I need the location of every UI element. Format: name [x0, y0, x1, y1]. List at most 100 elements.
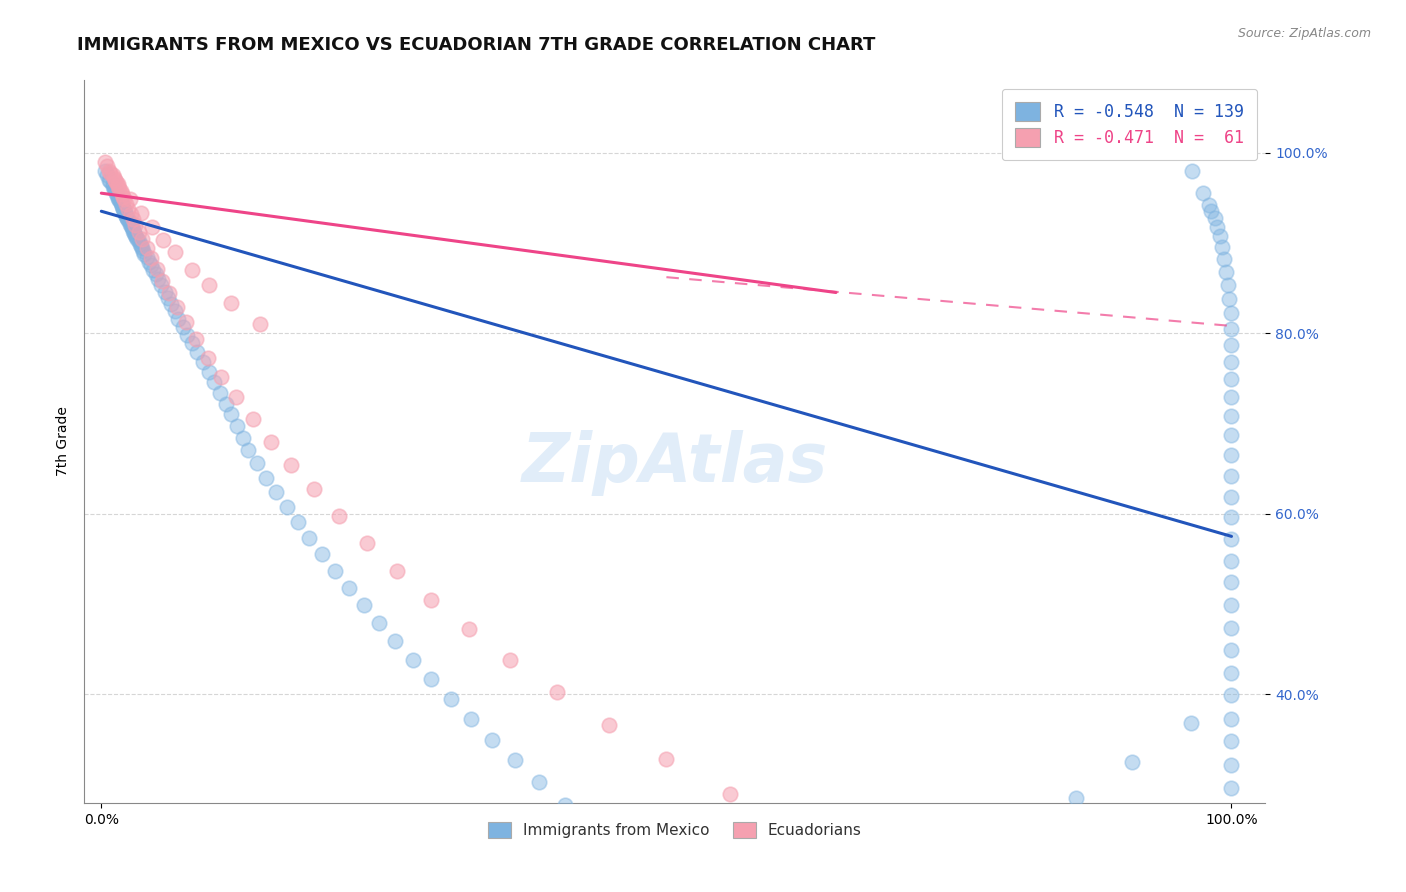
- Point: [1220, 575, 1243, 590]
- Point: [260, 434, 283, 449]
- Point: [1220, 712, 1243, 726]
- Point: [1218, 292, 1240, 306]
- Point: [1220, 490, 1243, 504]
- Point: [1180, 716, 1202, 731]
- Point: [959, 850, 981, 864]
- Point: [581, 820, 603, 834]
- Point: [104, 172, 127, 186]
- Point: [104, 184, 127, 198]
- Point: [1220, 781, 1243, 796]
- Text: Source: ZipAtlas.com: Source: ZipAtlas.com: [1237, 27, 1371, 40]
- Point: [1209, 228, 1232, 243]
- Point: [141, 219, 163, 234]
- Point: [128, 225, 150, 239]
- Point: [787, 821, 810, 835]
- Point: [527, 775, 550, 789]
- Point: [598, 718, 620, 732]
- Point: [107, 178, 129, 193]
- Point: [718, 787, 741, 801]
- Point: [120, 207, 142, 221]
- Point: [280, 458, 302, 472]
- Point: [249, 317, 271, 331]
- Point: [298, 531, 321, 545]
- Point: [226, 419, 249, 434]
- Point: [197, 365, 219, 379]
- Point: [156, 291, 179, 305]
- Point: [101, 177, 124, 191]
- Point: [111, 201, 134, 215]
- Point: [132, 244, 155, 258]
- Point: [105, 188, 128, 202]
- Point: [276, 500, 298, 514]
- Point: [93, 163, 115, 178]
- Point: [110, 185, 132, 199]
- Point: [481, 732, 503, 747]
- Point: [1220, 321, 1243, 335]
- Point: [186, 345, 208, 359]
- Point: [118, 217, 141, 231]
- Point: [117, 213, 139, 227]
- Point: [124, 227, 146, 242]
- Point: [124, 218, 146, 232]
- Point: [135, 250, 157, 264]
- Point: [214, 396, 236, 410]
- Point: [150, 274, 173, 288]
- Point: [122, 222, 145, 236]
- Point: [266, 485, 288, 500]
- Point: [145, 268, 167, 282]
- Point: [202, 375, 225, 389]
- Point: [311, 548, 333, 562]
- Point: [254, 471, 277, 485]
- Point: [641, 859, 664, 873]
- Point: [114, 206, 136, 220]
- Point: [1220, 643, 1243, 657]
- Point: [96, 159, 118, 173]
- Point: [111, 199, 134, 213]
- Point: [122, 224, 145, 238]
- Point: [191, 355, 214, 369]
- Point: [673, 875, 696, 889]
- Text: ZipAtlas: ZipAtlas: [522, 430, 828, 496]
- Point: [122, 212, 145, 227]
- Point: [112, 193, 135, 207]
- Point: [546, 684, 568, 698]
- Point: [1220, 338, 1243, 352]
- Point: [1220, 355, 1243, 369]
- Point: [1121, 755, 1143, 769]
- Point: [117, 211, 139, 225]
- Point: [1211, 240, 1233, 254]
- Point: [110, 196, 132, 211]
- Point: [1199, 204, 1222, 219]
- Point: [115, 197, 138, 211]
- Point: [112, 204, 135, 219]
- Point: [1220, 409, 1243, 424]
- Point: [1181, 163, 1204, 178]
- Point: [146, 272, 169, 286]
- Point: [108, 194, 131, 208]
- Point: [387, 564, 409, 578]
- Point: [176, 328, 198, 343]
- Point: [1220, 448, 1243, 462]
- Point: [1220, 372, 1243, 386]
- Point: [457, 623, 479, 637]
- Point: [103, 182, 125, 196]
- Point: [302, 483, 325, 497]
- Point: [121, 220, 143, 235]
- Point: [131, 232, 153, 246]
- Point: [111, 198, 134, 212]
- Point: [328, 508, 350, 523]
- Point: [101, 178, 124, 193]
- Point: [337, 581, 360, 595]
- Point: [946, 890, 969, 892]
- Point: [135, 241, 157, 255]
- Point: [1220, 554, 1243, 568]
- Point: [96, 168, 118, 182]
- Point: [114, 207, 136, 221]
- Point: [1220, 665, 1243, 680]
- Point: [1064, 791, 1087, 805]
- Point: [174, 315, 197, 329]
- Point: [1220, 428, 1243, 442]
- Point: [105, 175, 128, 189]
- Point: [1220, 390, 1243, 404]
- Point: [118, 193, 141, 207]
